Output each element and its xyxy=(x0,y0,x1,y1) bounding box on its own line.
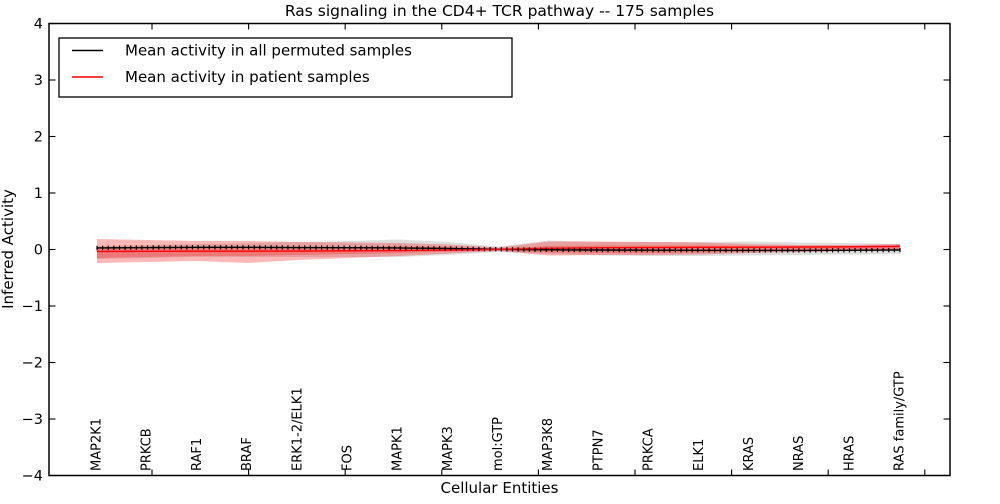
y-tick-label: 0 xyxy=(34,243,43,259)
x-axis-label: Cellular Entities xyxy=(441,479,559,497)
entity-label: PRKCA xyxy=(642,428,657,471)
y-tick-label: 4 xyxy=(34,17,43,33)
entity-label: ERK1-2/ELK1 xyxy=(290,387,305,471)
entity-label: MAP2K1 xyxy=(90,418,105,471)
chart-title: Ras signaling in the CD4+ TCR pathway --… xyxy=(285,2,714,20)
y-tick-label: −1 xyxy=(22,299,43,315)
entity-label: NRAS xyxy=(792,436,807,471)
legend-label-permuted: Mean activity in all permuted samples xyxy=(125,42,412,60)
entity-label: HRAS xyxy=(842,436,857,471)
y-axis-label: Inferred Activity xyxy=(0,189,17,309)
legend-label-patient: Mean activity in patient samples xyxy=(125,68,370,86)
y-tick-label: 3 xyxy=(34,73,43,89)
entity-label: ELK1 xyxy=(692,439,707,471)
entity-label: MAPK1 xyxy=(391,426,406,471)
marker-layer xyxy=(96,245,901,253)
band-patient_std_outer xyxy=(97,238,900,264)
entity-label-layer: MAP2K1 PRKCB RAF1 BRAF ERK1-2/ELK1 FOS MAPK1 MA… xyxy=(90,371,908,471)
y-tick-label: 2 xyxy=(34,130,43,146)
line-layer xyxy=(96,245,901,253)
y-tick-label: −3 xyxy=(22,412,43,428)
y-tick-label: −4 xyxy=(22,469,43,485)
entity-label: BRAF xyxy=(240,437,255,471)
legend-box xyxy=(58,37,513,98)
plot-area-border xyxy=(48,22,951,477)
entity-label: KRAS xyxy=(742,437,757,471)
y-tick-label: −2 xyxy=(22,356,43,372)
entity-label: RAS family/GTP xyxy=(893,371,908,471)
entity-label: FOS xyxy=(340,445,355,471)
entity-label: RAF1 xyxy=(190,438,205,471)
entity-label: MAPK3 xyxy=(441,426,456,471)
entity-label: PRKCB xyxy=(140,428,155,471)
ytick-label-layer: 4 3 2 1 0 −1 −2 −3 −4 xyxy=(22,17,43,485)
legend: Mean activity in all permuted samples Me… xyxy=(58,37,513,98)
series-line-patient_mean xyxy=(96,245,901,253)
band-patient_std_inner xyxy=(97,245,900,258)
y-tick-label: 1 xyxy=(34,186,43,202)
entity-label: mol:GTP xyxy=(491,417,506,471)
entity-label: MAP3K8 xyxy=(541,418,556,471)
entity-label: PTPN7 xyxy=(591,429,606,471)
